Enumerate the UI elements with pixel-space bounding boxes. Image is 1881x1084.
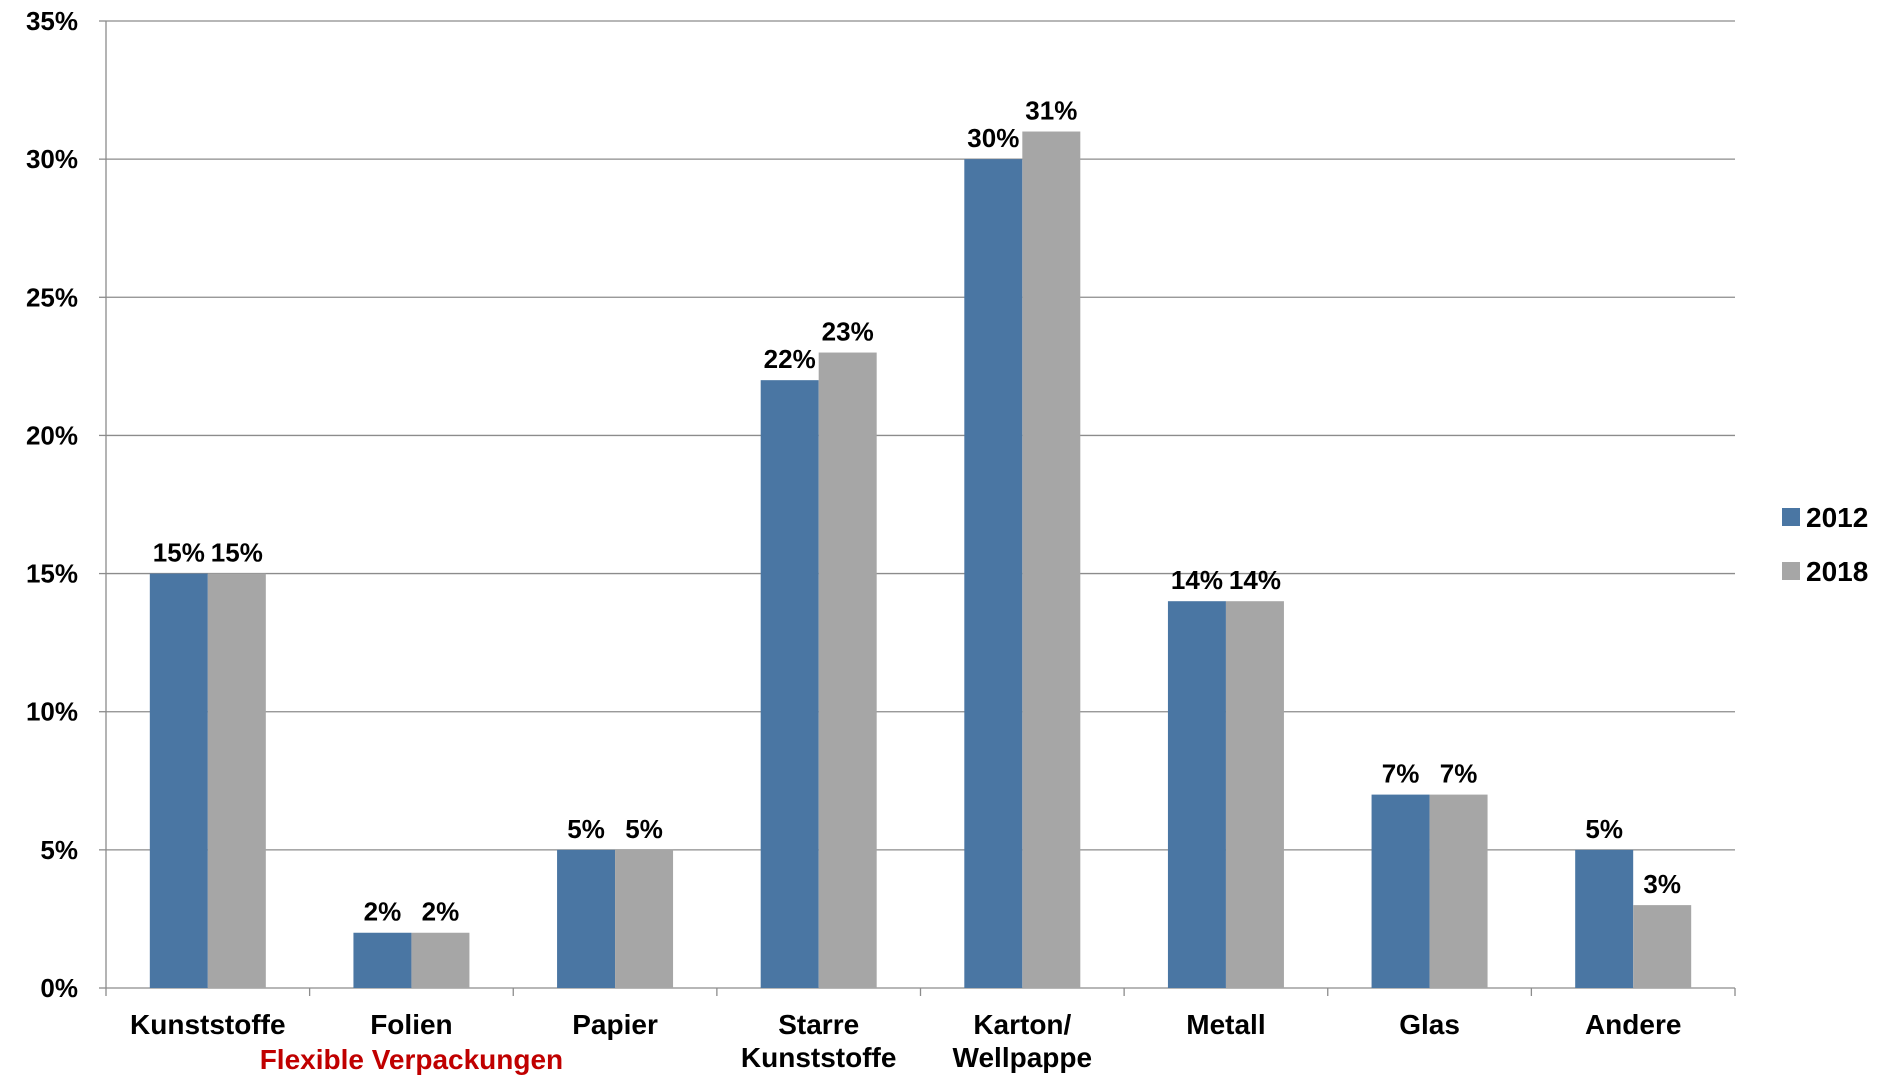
data-label: 14%: [1171, 565, 1223, 595]
data-labels: 15% 15% 2% 2% 5% 5% 22%23% 30%31% 14% 14% 7% 7% 5% 3%: [153, 96, 1681, 927]
bar-2012-2: [557, 849, 616, 988]
y-tick-label: 15%: [26, 559, 78, 589]
y-tick-label: 25%: [26, 282, 78, 312]
legend-label-2012: 2012: [1806, 502, 1868, 533]
x-tick-label: Wellpappe: [953, 1042, 1093, 1073]
x-tick-label: Andere: [1585, 1009, 1681, 1040]
bar-2012-6: [1371, 794, 1430, 988]
legend: 2012 2018: [1782, 502, 1868, 587]
legend-swatch-2018: [1782, 562, 1800, 580]
flexible-packaging-annotation: Flexible Verpackungen: [260, 1044, 563, 1075]
data-label: 15%: [211, 538, 263, 568]
x-tick-label: Starre: [778, 1009, 859, 1040]
legend-label-2018: 2018: [1806, 556, 1868, 587]
bar-2018-4: [1022, 131, 1081, 988]
x-tick-label: Papier: [572, 1009, 658, 1040]
bar-2018-7: [1633, 905, 1692, 988]
x-tick-label: Karton/: [973, 1009, 1071, 1040]
bar-2012-0: [149, 573, 208, 988]
data-label: 7%: [1382, 759, 1420, 789]
y-tick-label: 30%: [26, 144, 78, 174]
bars: [149, 131, 1692, 989]
data-label: 22%: [764, 344, 816, 374]
y-tick-label: 20%: [26, 420, 78, 450]
y-tick-label: 5%: [40, 835, 78, 865]
data-label: 5%: [567, 814, 605, 844]
bar-2018-6: [1429, 794, 1488, 988]
bar-2018-2: [615, 849, 674, 988]
y-axis: 0% 5% 10% 15% 20% 25% 30% 35%: [26, 6, 107, 1003]
x-axis: [105, 987, 1736, 996]
data-label: 5%: [625, 814, 663, 844]
bar-2012-4: [964, 159, 1023, 989]
y-tick-label: 10%: [26, 697, 78, 727]
data-label: 30%: [967, 123, 1019, 153]
bar-2012-5: [1167, 601, 1226, 988]
y-tick-label: 0%: [40, 973, 78, 1003]
bar-2012-7: [1575, 849, 1634, 988]
legend-swatch-2012: [1782, 508, 1800, 526]
gridlines: [106, 20, 1735, 851]
data-label: 5%: [1585, 814, 1623, 844]
bar-2018-0: [207, 573, 266, 988]
bar-2018-5: [1225, 601, 1284, 988]
bar-2018-1: [411, 932, 470, 988]
data-label: 23%: [822, 317, 874, 347]
bar-2012-1: [353, 932, 412, 988]
data-label: 14%: [1229, 565, 1281, 595]
data-label: 2%: [422, 897, 460, 927]
data-label: 2%: [364, 897, 402, 927]
bar-2018-3: [818, 352, 877, 988]
data-label: 7%: [1440, 759, 1478, 789]
x-tick-label: Kunststoffe: [130, 1009, 286, 1040]
x-tick-label: Kunststoffe: [741, 1042, 897, 1073]
x-tick-label: Folien: [370, 1009, 452, 1040]
annotation: Flexible Verpackungen: [260, 1044, 563, 1075]
data-label: 3%: [1643, 869, 1681, 899]
y-tick-label: 35%: [26, 6, 78, 36]
data-label: 31%: [1025, 96, 1077, 126]
x-tick-label: Glas: [1399, 1009, 1460, 1040]
bar-2012-3: [760, 380, 819, 989]
x-tick-label: Metall: [1186, 1009, 1265, 1040]
x-tick-labels: Kunststoffe Folien Papier StarreKunststoffe…: [130, 1009, 1681, 1073]
data-label: 15%: [153, 538, 205, 568]
